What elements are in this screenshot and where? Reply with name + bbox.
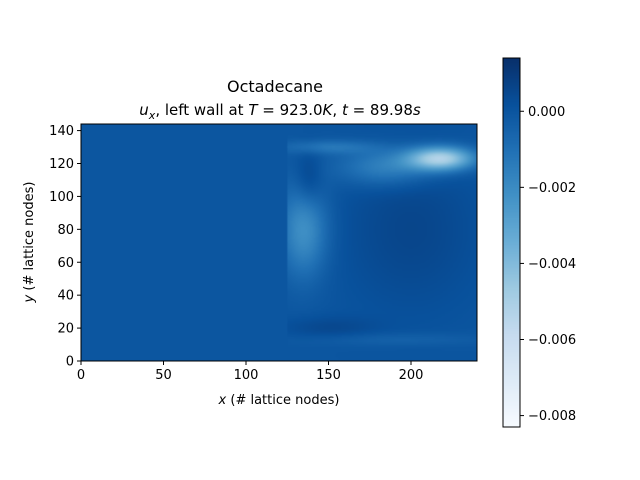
x-axis-label-var: x xyxy=(218,393,227,408)
y-tick-label: 100 xyxy=(49,190,74,205)
colorbar-tick-label: 0.000 xyxy=(528,105,565,120)
subtitle-T-unit: K xyxy=(323,101,334,119)
subtitle-t-eq: = 89.98 xyxy=(348,101,413,119)
x-axis-label-rest: (# lattice nodes) xyxy=(226,393,339,408)
y-axis-label: y (# lattice nodes) xyxy=(22,182,37,304)
y-tick-label: 0 xyxy=(66,355,74,370)
y-axis-ticks: 0 20 40 60 80 100 120 140 xyxy=(49,124,81,370)
colorbar-tick-label: −0.008 xyxy=(528,409,576,424)
chart-subtitle: ux, left wall at T = 923.0K, t = 89.98s xyxy=(139,101,421,122)
subtitle-sep: , xyxy=(332,101,342,119)
x-axis-ticks: 0 50 100 150 200 xyxy=(77,361,424,383)
chart-title: Octadecane xyxy=(227,77,323,96)
subtitle-var: u xyxy=(139,101,149,119)
x-tick-label: 50 xyxy=(155,368,172,383)
colorbar-tick-label: −0.006 xyxy=(528,333,576,348)
y-tick-label: 120 xyxy=(49,157,74,172)
subtitle-t-unit: s xyxy=(413,101,421,119)
x-tick-label: 100 xyxy=(234,368,259,383)
colorbar-image xyxy=(503,58,520,427)
y-tick-label: 20 xyxy=(57,322,74,337)
subtitle-t-sym: t xyxy=(342,101,349,119)
x-axis-label: x (# lattice nodes) xyxy=(218,393,340,408)
y-axis-label-rest: (# lattice nodes) xyxy=(22,182,37,295)
subtitle-T-sym: T xyxy=(248,101,259,119)
x-tick-label: 200 xyxy=(399,368,424,383)
y-tick-label: 40 xyxy=(57,289,74,304)
subtitle-mid: , left wall at xyxy=(155,101,248,119)
subtitle-var-sub: x xyxy=(148,109,156,122)
heatmap-image xyxy=(81,124,477,361)
y-tick-label: 80 xyxy=(57,223,74,238)
colorbar-ticks: 0.000 −0.002 −0.004 −0.006 −0.008 xyxy=(520,105,576,424)
y-tick-label: 60 xyxy=(57,256,74,271)
y-axis-label-var: y xyxy=(22,294,37,303)
colorbar-tick-label: −0.004 xyxy=(528,257,576,272)
subtitle-T-eq: = 923.0 xyxy=(258,101,323,119)
x-tick-label: 0 xyxy=(77,368,85,383)
plot-frame xyxy=(80,123,478,362)
x-tick-label: 150 xyxy=(316,368,341,383)
y-tick-label: 140 xyxy=(49,124,74,139)
colorbar-frame xyxy=(502,57,521,428)
colorbar-tick-label: −0.002 xyxy=(528,181,576,196)
